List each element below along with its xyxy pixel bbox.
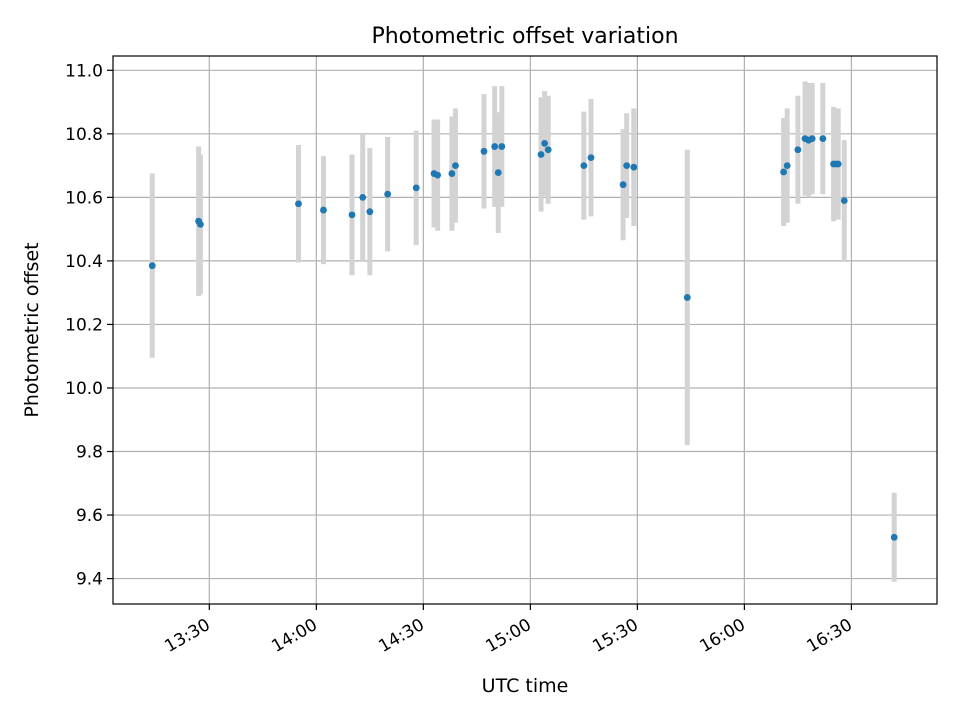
data-point (452, 162, 459, 170)
data-point (494, 169, 502, 176)
y-axis-label: Photometric offset (21, 242, 43, 417)
data-point (587, 154, 595, 162)
y-tick-label: 9.8 (76, 443, 103, 463)
data-point (295, 200, 302, 208)
y-tick-label: 10.6 (65, 188, 103, 208)
data-point (890, 533, 898, 541)
y-tick-label: 10.4 (65, 252, 103, 272)
data-point (783, 162, 791, 170)
data-point (580, 162, 588, 170)
y-tick-label: 9.4 (76, 570, 103, 590)
data-point (359, 193, 367, 201)
chart-title: Photometric offset variation (371, 24, 678, 49)
data-point (623, 162, 631, 170)
data-point (348, 211, 356, 219)
y-tick-label: 11.0 (65, 61, 103, 81)
data-point (491, 143, 499, 150)
data-point (780, 168, 788, 176)
y-tick-label: 10.2 (65, 315, 103, 335)
y-tick-label: 10.0 (65, 379, 103, 399)
data-point (683, 294, 691, 301)
data-point (541, 139, 549, 147)
data-point (619, 181, 627, 189)
data-point (819, 135, 827, 142)
data-point (448, 170, 456, 177)
data-point (148, 262, 156, 270)
data-point (320, 206, 327, 214)
data-point (544, 146, 552, 154)
data-point (480, 147, 488, 155)
data-points (148, 135, 898, 541)
data-point (537, 151, 545, 158)
data-point (834, 160, 842, 168)
y-tick-label: 9.6 (76, 506, 103, 526)
data-point (366, 208, 374, 216)
data-point (794, 146, 802, 154)
plot-frame (112, 55, 938, 605)
data-point (498, 143, 506, 150)
data-point (384, 190, 392, 198)
x-axis-label: UTC time (482, 675, 569, 697)
data-point (840, 197, 848, 204)
data-point (434, 171, 442, 179)
data-point (808, 135, 816, 142)
data-point (412, 184, 420, 192)
grid (113, 56, 937, 604)
data-point (630, 163, 638, 171)
y-axis-ticks: 9.4 9.6 9.8 10.0 10.2 10.4 10.6 10.8 11.0 (65, 61, 113, 590)
y-tick-label: 10.8 (65, 125, 103, 145)
data-point (196, 220, 204, 228)
